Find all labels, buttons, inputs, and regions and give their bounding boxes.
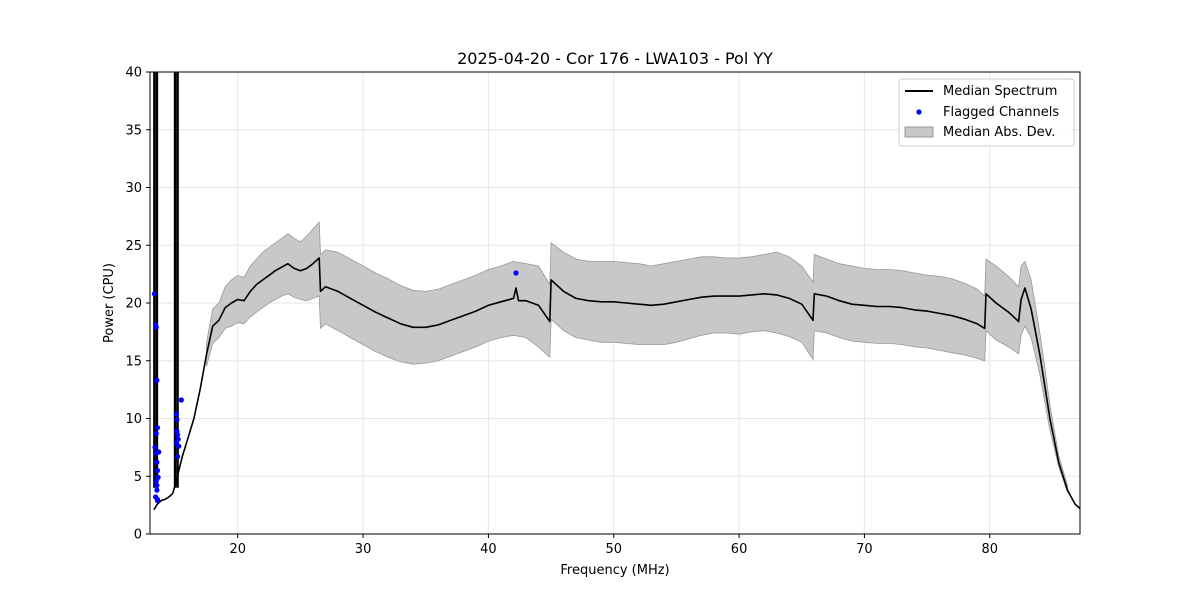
y-tick-label: 5 bbox=[134, 470, 142, 485]
flagged-channel-point bbox=[154, 377, 160, 383]
legend: Median Spectrum Flagged Channels Median … bbox=[898, 78, 1075, 147]
flagged-channel-point bbox=[154, 497, 161, 504]
y-tick-label: 15 bbox=[125, 354, 142, 369]
legend-label-median-spectrum: Median Spectrum bbox=[943, 84, 1057, 99]
x-tick-label: 30 bbox=[355, 542, 372, 557]
plot-area bbox=[151, 72, 1080, 511]
y-axis-label: Power (CPU) bbox=[102, 263, 117, 343]
flagged-channel-point bbox=[156, 449, 162, 455]
flagged-channel-point bbox=[513, 270, 519, 276]
x-tick-label: 20 bbox=[229, 542, 246, 557]
flagged-channel-point bbox=[174, 417, 180, 423]
flagged-channel-point bbox=[154, 467, 161, 474]
flagged-channel-point bbox=[151, 291, 157, 297]
flagged-channel-point bbox=[152, 444, 158, 450]
x-tick-label: 40 bbox=[480, 542, 497, 557]
flagged-channel-point bbox=[154, 482, 160, 489]
flagged-channel-point bbox=[153, 324, 159, 330]
x-tick-label: 50 bbox=[605, 542, 622, 557]
x-tick-label: 70 bbox=[856, 542, 873, 557]
y-tick-label: 35 bbox=[125, 123, 142, 138]
y-tick-label: 40 bbox=[125, 66, 142, 81]
chart-title: 2025-04-20 - Cor 176 - LWA103 - Pol YY bbox=[457, 49, 773, 68]
flagged-channel-point bbox=[173, 411, 179, 417]
legend-label-flagged-channels: Flagged Channels bbox=[943, 105, 1059, 120]
legend-box bbox=[898, 78, 1075, 147]
x-tick-label: 80 bbox=[981, 542, 998, 557]
flagged-channel-point bbox=[154, 487, 160, 493]
flagged-channel-point bbox=[153, 430, 159, 437]
y-tick-label: 0 bbox=[134, 528, 142, 543]
y-tick-label: 20 bbox=[125, 297, 142, 312]
legend-band-swatch bbox=[904, 126, 934, 138]
y-tick-label: 10 bbox=[125, 412, 142, 427]
flagged-channel-point bbox=[154, 459, 160, 465]
flagged-channel-point bbox=[175, 454, 181, 460]
axis-ticks: 20 30 40 50 60 70 80 0 5 10 15 20 25 30 35 40 bbox=[125, 66, 998, 558]
y-tick-label: 30 bbox=[125, 181, 142, 196]
y-tick-label: 25 bbox=[125, 239, 142, 254]
flagged-channel-point bbox=[154, 425, 161, 431]
flagged-channel-point bbox=[178, 397, 184, 403]
flagged-channel-point bbox=[176, 443, 182, 449]
flagged-channel-point bbox=[153, 478, 159, 484]
flagged-channel-point bbox=[174, 428, 180, 434]
x-axis-label: Frequency (MHz) bbox=[560, 563, 669, 578]
median-spectrum-line bbox=[153, 257, 1080, 511]
x-tick-label: 60 bbox=[731, 542, 748, 557]
legend-scatter-swatch bbox=[916, 109, 922, 115]
mad-band bbox=[206, 221, 1068, 493]
legend-label-median-abs-dev: Median Abs. Dev. bbox=[943, 125, 1055, 140]
